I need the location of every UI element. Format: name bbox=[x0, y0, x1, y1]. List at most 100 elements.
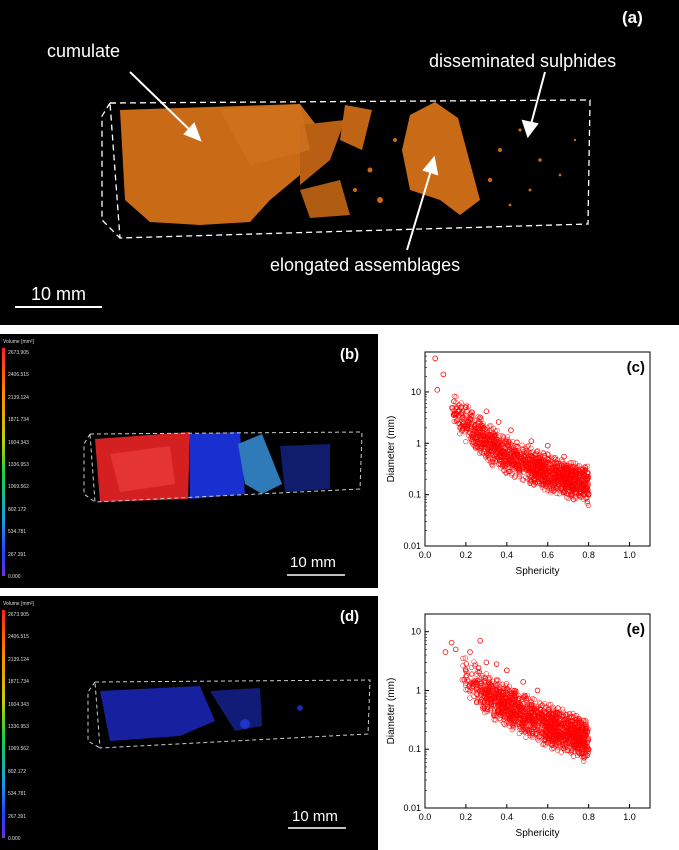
data-point bbox=[466, 683, 472, 689]
data-point bbox=[498, 688, 504, 695]
data-point bbox=[528, 466, 534, 472]
data-point bbox=[463, 668, 469, 675]
data-point bbox=[585, 746, 592, 753]
data-point bbox=[583, 719, 589, 725]
data-point bbox=[582, 727, 588, 733]
data-point bbox=[503, 470, 509, 476]
colorbar-tick-label: 2139.124 bbox=[8, 394, 29, 401]
data-point bbox=[469, 420, 475, 426]
data-point bbox=[562, 488, 568, 494]
colorbar-tick-label: 1871.734 bbox=[8, 679, 29, 686]
data-point bbox=[573, 467, 579, 473]
data-point bbox=[577, 474, 583, 481]
data-point bbox=[554, 490, 560, 496]
y-tick-label: 10 bbox=[411, 627, 421, 637]
data-point bbox=[501, 698, 507, 705]
data-point bbox=[458, 400, 464, 406]
y-tick-label: 0.1 bbox=[408, 744, 421, 754]
data-point bbox=[476, 668, 482, 675]
data-point bbox=[541, 452, 547, 459]
data-point bbox=[558, 732, 564, 738]
data-point bbox=[543, 715, 550, 721]
data-point bbox=[463, 438, 469, 445]
data-point bbox=[457, 431, 463, 437]
data-point bbox=[532, 479, 538, 485]
data-point bbox=[571, 731, 577, 737]
data-point bbox=[528, 452, 534, 458]
data-point bbox=[456, 420, 463, 426]
data-point bbox=[543, 704, 549, 710]
data-point bbox=[538, 727, 545, 733]
data-point bbox=[542, 732, 548, 738]
data-point bbox=[479, 436, 486, 442]
data-point bbox=[468, 671, 475, 677]
colorbar-tick-label: 0.000 bbox=[8, 574, 21, 580]
data-point bbox=[479, 449, 485, 456]
data-point bbox=[573, 485, 579, 491]
data-point bbox=[507, 464, 513, 471]
data-point bbox=[512, 687, 518, 693]
data-point bbox=[481, 678, 488, 684]
colorbar-tick-label: 1871.734 bbox=[8, 417, 29, 424]
colorbar-tick-label: 1069.562 bbox=[8, 746, 29, 753]
data-point bbox=[533, 710, 539, 716]
data-point bbox=[569, 749, 575, 755]
data-point bbox=[493, 684, 500, 690]
data-point bbox=[573, 461, 579, 467]
data-point bbox=[557, 715, 563, 722]
data-point bbox=[528, 699, 534, 705]
data-point bbox=[466, 681, 473, 688]
data-point bbox=[565, 726, 571, 732]
data-point bbox=[477, 414, 484, 421]
dashed-box bbox=[101, 99, 591, 239]
scale-bar-label-d: 10 mm bbox=[292, 808, 338, 825]
data-point bbox=[479, 431, 485, 437]
data-point bbox=[476, 664, 482, 671]
data-point bbox=[570, 484, 576, 490]
panel-tag-d: (d) bbox=[340, 608, 360, 625]
data-points bbox=[442, 637, 592, 764]
x-tick-label: 0.0 bbox=[419, 550, 432, 560]
data-point bbox=[549, 742, 555, 749]
data-point bbox=[507, 709, 513, 715]
data-point bbox=[485, 432, 492, 439]
data-point bbox=[534, 466, 540, 472]
data-point bbox=[480, 425, 487, 431]
data-point bbox=[492, 690, 499, 696]
data-point bbox=[485, 455, 492, 461]
x-axis-label: Sphericity bbox=[516, 828, 560, 839]
x-tick-label: 1.0 bbox=[623, 812, 636, 822]
data-point bbox=[451, 418, 457, 424]
colorbar-tick-label: 534.781 bbox=[8, 791, 27, 798]
data-point bbox=[488, 440, 494, 447]
data-point bbox=[541, 741, 547, 747]
data-point bbox=[584, 463, 591, 469]
data-point bbox=[462, 429, 468, 435]
y-tick-label: 0.01 bbox=[403, 541, 421, 551]
data-point bbox=[506, 439, 512, 445]
data-point bbox=[553, 737, 559, 743]
data-point bbox=[471, 679, 478, 685]
data-point bbox=[551, 731, 557, 737]
data-point bbox=[488, 703, 494, 709]
x-tick-label: 0.8 bbox=[582, 812, 595, 822]
data-point bbox=[453, 399, 459, 405]
annotation-arrows bbox=[129, 71, 546, 251]
data-point bbox=[542, 487, 548, 493]
data-point bbox=[474, 685, 480, 691]
colorbar-b bbox=[2, 348, 5, 576]
data-point bbox=[544, 716, 550, 722]
data-point bbox=[484, 686, 490, 692]
data-point bbox=[553, 718, 559, 724]
data-point bbox=[515, 467, 522, 473]
data-point bbox=[474, 691, 480, 697]
data-point bbox=[580, 486, 587, 492]
data-point bbox=[492, 712, 498, 718]
data-point bbox=[494, 676, 500, 682]
data-point bbox=[504, 667, 510, 674]
colorbar-tick-label: 267.391 bbox=[8, 551, 27, 558]
data-point bbox=[545, 718, 551, 725]
data-point bbox=[499, 433, 506, 439]
scale-bar-label-a: 10 mm bbox=[31, 284, 87, 304]
data-point bbox=[534, 728, 540, 734]
